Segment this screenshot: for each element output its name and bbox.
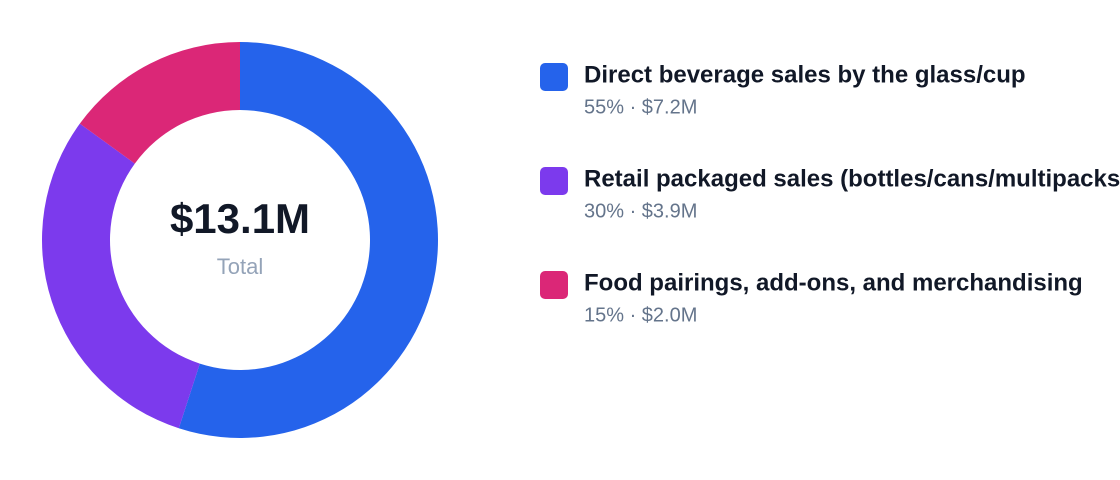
donut (41, 42, 439, 439)
legend-swatch (540, 271, 568, 299)
center-label: Total (217, 254, 263, 279)
legend-label: Retail packaged sales (bottles/cans/mult… (584, 165, 1120, 192)
legend-swatch (540, 63, 568, 91)
legend: Direct beverage sales by the glass/cup 55… (540, 61, 1120, 326)
legend-label: Food pairings, add-ons, and merchandisin… (584, 269, 1083, 296)
legend-label: Direct beverage sales by the glass/cup (584, 61, 1026, 88)
slice (178, 42, 439, 439)
legend-swatch (540, 167, 568, 195)
legend-value: 15% · $2.0M (584, 304, 697, 326)
center-value: $13.1M (170, 195, 310, 242)
legend-value: 30% · $3.9M (584, 200, 697, 222)
slice (79, 42, 240, 164)
legend-value: 55% · $7.2M (584, 96, 697, 118)
slice (41, 123, 200, 429)
